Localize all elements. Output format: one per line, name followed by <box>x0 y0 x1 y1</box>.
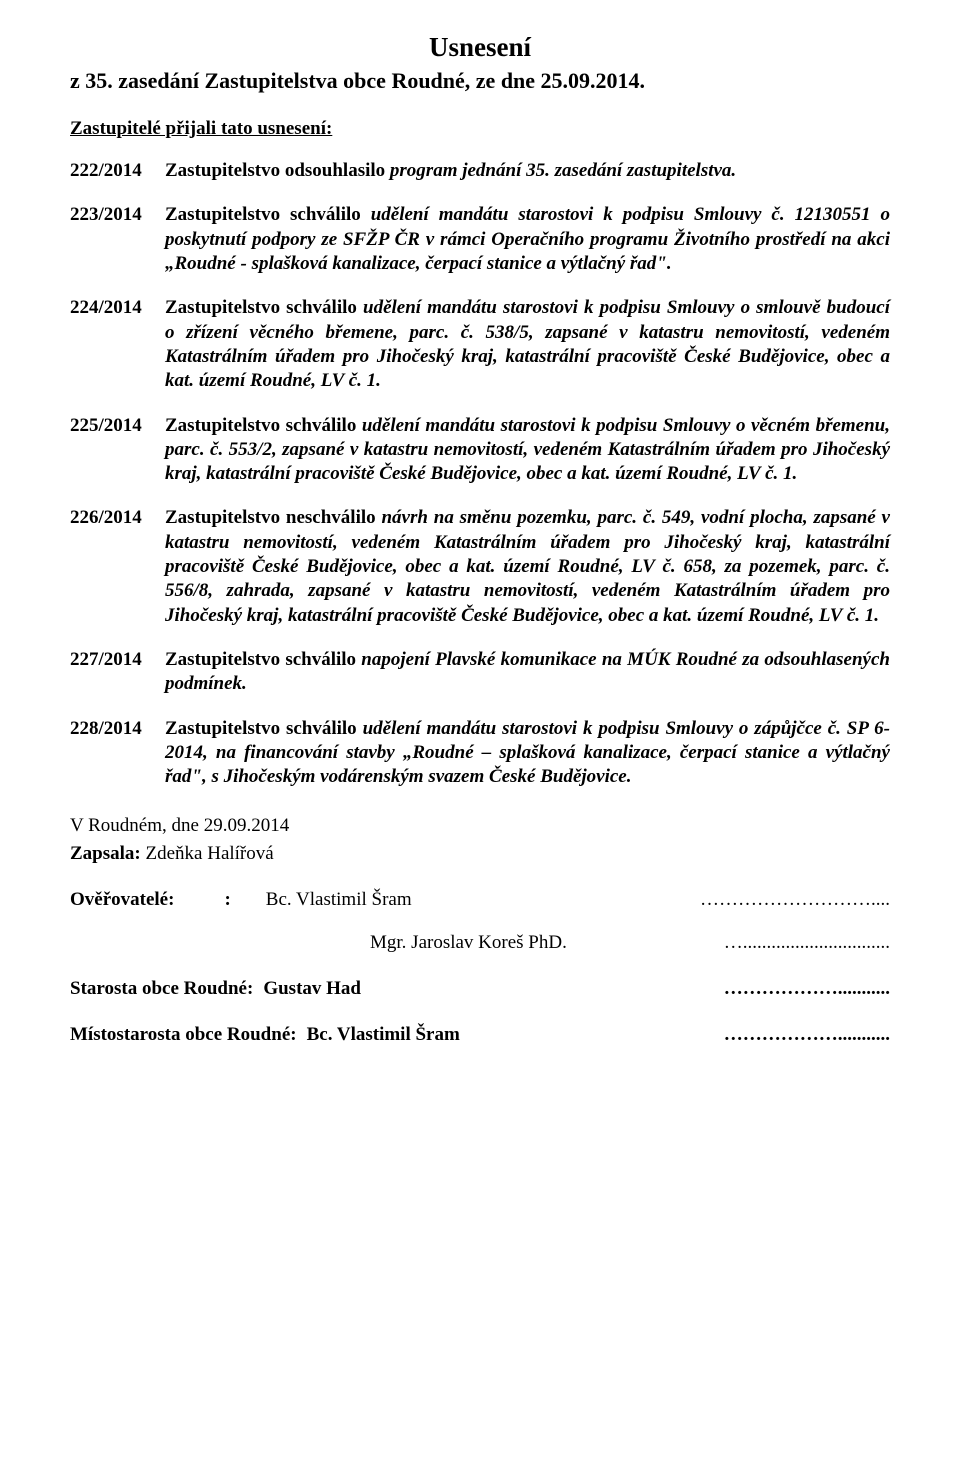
resolution-body: Zastupitelstvo schválilo napojení Plavsk… <box>165 648 890 697</box>
resolution-prefix: Zastupitelstvo odsouhlasilo <box>165 160 390 181</box>
verifier2-name: Mgr. Jaroslav Koreš PhD. <box>370 931 567 955</box>
resolution-body: Zastupitelstvo odsouhlasilo program jedn… <box>165 159 890 183</box>
deputy-row: Místostarosta obce Roudné: Bc. Vlastimil… <box>70 1023 890 1047</box>
verifier-row-2: Mgr. Jaroslav Koreš PhD. …..............… <box>70 931 890 955</box>
resolution-prefix: Zastupitelstvo schválilo <box>165 204 371 225</box>
mayor-name: Gustav Had <box>263 977 361 1001</box>
verifier-row-1: Ověřovatelé: : Bc. Vlastimil Šram ………………… <box>70 888 890 912</box>
signature-block: V Roudném, dne 29.09.2014 Zapsala: Zdeňk… <box>70 814 890 1048</box>
resolution-prefix: Zastupitelstvo schválilo <box>165 718 363 739</box>
resolution-number: 227/2014 <box>70 648 165 697</box>
resolution-prefix: Zastupitelstvo neschválilo <box>165 507 381 528</box>
verifier2-dots: …............................... <box>724 931 890 955</box>
mayor-dots: ………………........... <box>724 977 890 1001</box>
verifier1-name: Bc. Vlastimil Šram <box>266 888 412 912</box>
deputy-name: Bc. Vlastimil Šram <box>307 1023 460 1047</box>
mayor-label: Starosta obce Roudné: <box>70 977 253 1001</box>
document-page: Usnesení z 35. zasedání Zastupitelstva o… <box>0 0 960 1461</box>
resolution-number: 223/2014 <box>70 203 165 276</box>
place-date: V Roudném, dne 29.09.2014 <box>70 814 890 838</box>
resolution-prefix: Zastupitelstvo schválilo <box>165 649 361 670</box>
verifier1-dots: ……………………….... <box>700 888 890 912</box>
resolution-item: 227/2014 Zastupitelstvo schválilo napoje… <box>70 648 890 697</box>
resolution-item: 226/2014 Zastupitelstvo neschválilo návr… <box>70 506 890 628</box>
mayor-row: Starosta obce Roudné: Gustav Had ……………….… <box>70 977 890 1001</box>
verifiers-label: Ověřovatelé: <box>70 888 174 912</box>
resolution-text: program jednání 35. zasedání zastupitels… <box>390 160 736 181</box>
resolution-prefix: Zastupitelstvo schválilo <box>165 297 363 318</box>
resolution-item: 223/2014 Zastupitelstvo schválilo udělen… <box>70 203 890 276</box>
resolution-body: Zastupitelstvo schválilo udělení mandátu… <box>165 414 890 487</box>
title-sub: z 35. zasedání Zastupitelstva obce Roudn… <box>70 67 890 95</box>
title-main: Usnesení <box>70 30 890 65</box>
recorded-label: Zapsala: <box>70 843 141 864</box>
resolution-item: 225/2014 Zastupitelstvo schválilo udělen… <box>70 414 890 487</box>
resolution-prefix: Zastupitelstvo schválilo <box>165 415 362 436</box>
resolution-item: 222/2014 Zastupitelstvo odsouhlasilo pro… <box>70 159 890 183</box>
intro-line: Zastupitelé přijali tato usnesení: <box>70 117 890 141</box>
resolution-number: 228/2014 <box>70 717 165 790</box>
resolution-body: Zastupitelstvo schválilo udělení mandátu… <box>165 296 890 393</box>
deputy-label: Místostarosta obce Roudné: <box>70 1023 297 1047</box>
resolution-number: 225/2014 <box>70 414 165 487</box>
recorded-name: Zdeňka Halířová <box>146 843 274 864</box>
resolution-item: 224/2014 Zastupitelstvo schválilo udělen… <box>70 296 890 393</box>
recorded-by: Zapsala: Zdeňka Halířová <box>70 842 890 866</box>
resolution-item: 228/2014 Zastupitelstvo schválilo udělen… <box>70 717 890 790</box>
deputy-dots: ………………........... <box>724 1023 890 1047</box>
resolution-number: 226/2014 <box>70 506 165 628</box>
resolution-body: Zastupitelstvo neschválilo návrh na směn… <box>165 506 890 628</box>
resolution-body: Zastupitelstvo schválilo udělení mandátu… <box>165 717 890 790</box>
resolution-number: 224/2014 <box>70 296 165 393</box>
verifiers-colon: : <box>224 888 230 912</box>
resolution-number: 222/2014 <box>70 159 165 183</box>
resolution-body: Zastupitelstvo schválilo udělení mandátu… <box>165 203 890 276</box>
